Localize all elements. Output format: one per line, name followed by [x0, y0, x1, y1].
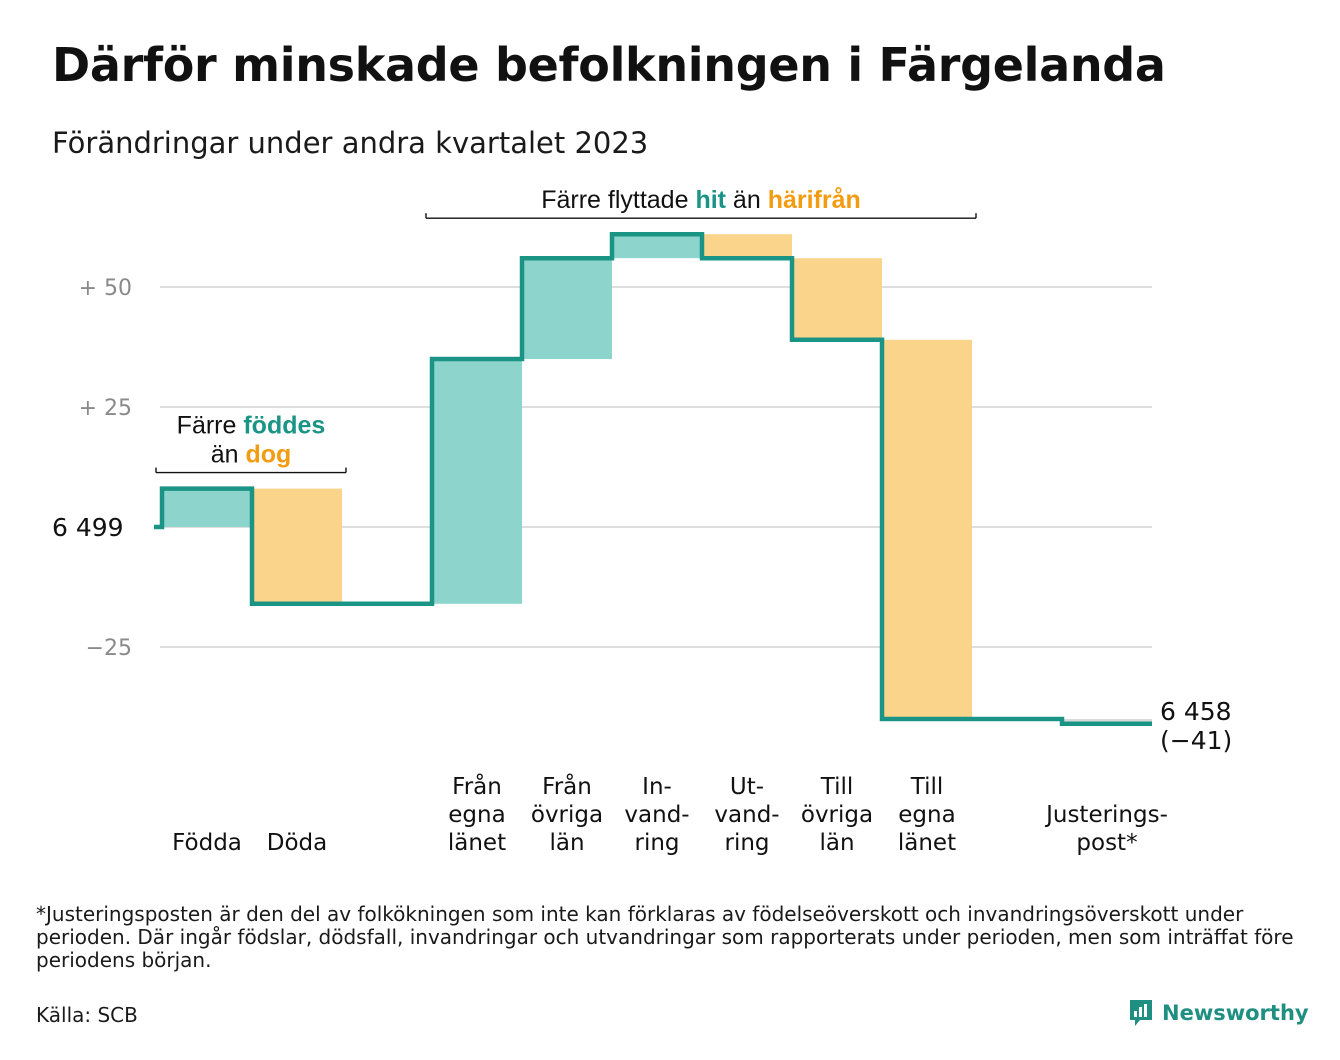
category-label: Till: [820, 774, 854, 800]
category-label: Till: [910, 774, 944, 800]
birth-annotation-segment: dog: [245, 441, 291, 469]
category-label: egna: [448, 802, 505, 828]
birth-annotation-segment: Färre: [177, 412, 244, 440]
footnote: *Justeringsposten är den del av folkökni…: [36, 902, 1294, 972]
category-label: egna: [898, 802, 955, 828]
birth-annotation: än dog: [211, 441, 292, 469]
migration-annotation-segment: hit: [695, 186, 726, 214]
chart-title: Därför minskade befolkningen i Färgeland…: [52, 38, 1166, 92]
category-label: län: [549, 830, 584, 856]
y-tick-label: + 50: [79, 276, 132, 301]
category-label: Från: [542, 772, 592, 800]
category-label: Döda: [267, 830, 327, 856]
source-note: Källa: SCB: [36, 1003, 138, 1027]
end-value-label: (−41): [1160, 726, 1232, 755]
y-tick-label: + 25: [79, 396, 132, 421]
migration-annotation-segment: Färre flyttade: [541, 186, 695, 214]
waterfall-bar: [882, 339, 972, 719]
birth-annotation: Färre föddes: [177, 412, 326, 440]
category-label: vand-: [714, 802, 779, 828]
category-label: post*: [1076, 830, 1137, 856]
waterfall-bar: [252, 488, 342, 604]
category-label: övriga: [531, 802, 603, 828]
waterfall-bar: [792, 258, 882, 340]
migration-annotation-segment: än: [726, 186, 768, 214]
end-value-label: 6 458: [1160, 697, 1232, 726]
category-label: Födda: [172, 830, 242, 856]
waterfall-bar: [522, 258, 612, 359]
category-label: Justerings-: [1044, 802, 1168, 828]
category-label: ring: [634, 830, 679, 856]
brand[interactable]: Newsworthy: [1128, 998, 1309, 1028]
waterfall-bar: [432, 359, 522, 604]
category-label: länet: [448, 830, 506, 856]
chart-subtitle: Förändringar under andra kvartalet 2023: [52, 126, 649, 160]
y-tick-label: −25: [86, 636, 132, 661]
waterfall-bar: [1062, 719, 1152, 724]
start-value-label: 6 499: [52, 513, 124, 542]
category-label: Från: [452, 772, 502, 800]
migration-annotation-segment: härifrån: [768, 186, 861, 214]
waterfall-bar: [162, 488, 252, 527]
category-label: länet: [898, 830, 956, 856]
waterfall-bar: [612, 234, 702, 259]
birth-annotation-segment: föddes: [243, 412, 325, 440]
waterfall-bar: [702, 234, 792, 259]
brand-name: Newsworthy: [1162, 1001, 1309, 1025]
category-label: övriga: [801, 802, 873, 828]
cumulative-line: [154, 231, 1152, 727]
category-label: län: [819, 830, 854, 856]
migration-annotation: Färre flyttade hit än härifrån: [541, 186, 861, 214]
category-label: ring: [724, 830, 769, 856]
newsworthy-logo-icon: [1130, 1000, 1152, 1026]
category-label: vand-: [624, 802, 689, 828]
category-label: In-: [642, 774, 672, 800]
category-label: Ut-: [730, 774, 764, 800]
birth-annotation-segment: än: [211, 441, 246, 469]
